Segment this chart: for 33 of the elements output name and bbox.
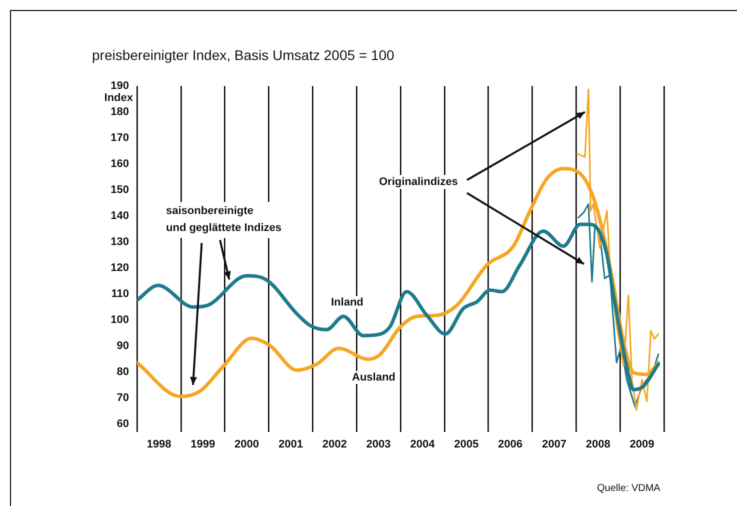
y-tick-label: 130	[110, 236, 129, 248]
y-tick-label: 100	[110, 314, 129, 326]
y-tick-label: 140	[110, 210, 129, 222]
x-tick-label: 2002	[322, 438, 347, 451]
y-tick-label: 120	[110, 262, 129, 274]
y-tick-label: 190	[110, 80, 129, 92]
y-tick-label: 90	[116, 340, 129, 352]
x-tick-label: 2005	[454, 438, 479, 451]
x-tick-label: 2009	[630, 438, 654, 451]
x-tick-label: 2001	[278, 438, 303, 451]
y-tick-label: 170	[110, 132, 129, 144]
y-axis-title: Index	[104, 92, 134, 104]
x-tick-label: 2008	[586, 438, 610, 451]
y-tick-label: 150	[110, 184, 129, 196]
x-tick-label: 2003	[366, 438, 391, 451]
y-tick-label: 160	[110, 158, 129, 170]
x-tick-label: 2004	[410, 438, 436, 451]
annotation: Originalindizes	[377, 175, 460, 189]
source-note: Quelle: VDMA	[597, 483, 660, 494]
x-tick-label: 1999	[190, 438, 216, 451]
y-tick-label: 60	[116, 418, 129, 430]
x-tick-label: 2006	[498, 438, 523, 451]
y-tick-label: 70	[116, 392, 129, 404]
series-label: Ausland	[352, 372, 396, 384]
x-tick-label: 2007	[542, 438, 566, 451]
y-tick-label: 180	[110, 106, 129, 118]
x-tick-label: 2000	[234, 438, 260, 451]
x-tick-label: 1998	[146, 438, 172, 451]
series-label: Inland	[331, 296, 364, 309]
y-tick-label: 80	[116, 366, 129, 378]
y-tick-label: 110	[111, 288, 129, 300]
annotation: saisonbereinigte und geglättete Indizes	[164, 202, 284, 238]
chart-title: preisbereinigter Index, Basis Umsatz 2005 = 100	[92, 47, 394, 63]
